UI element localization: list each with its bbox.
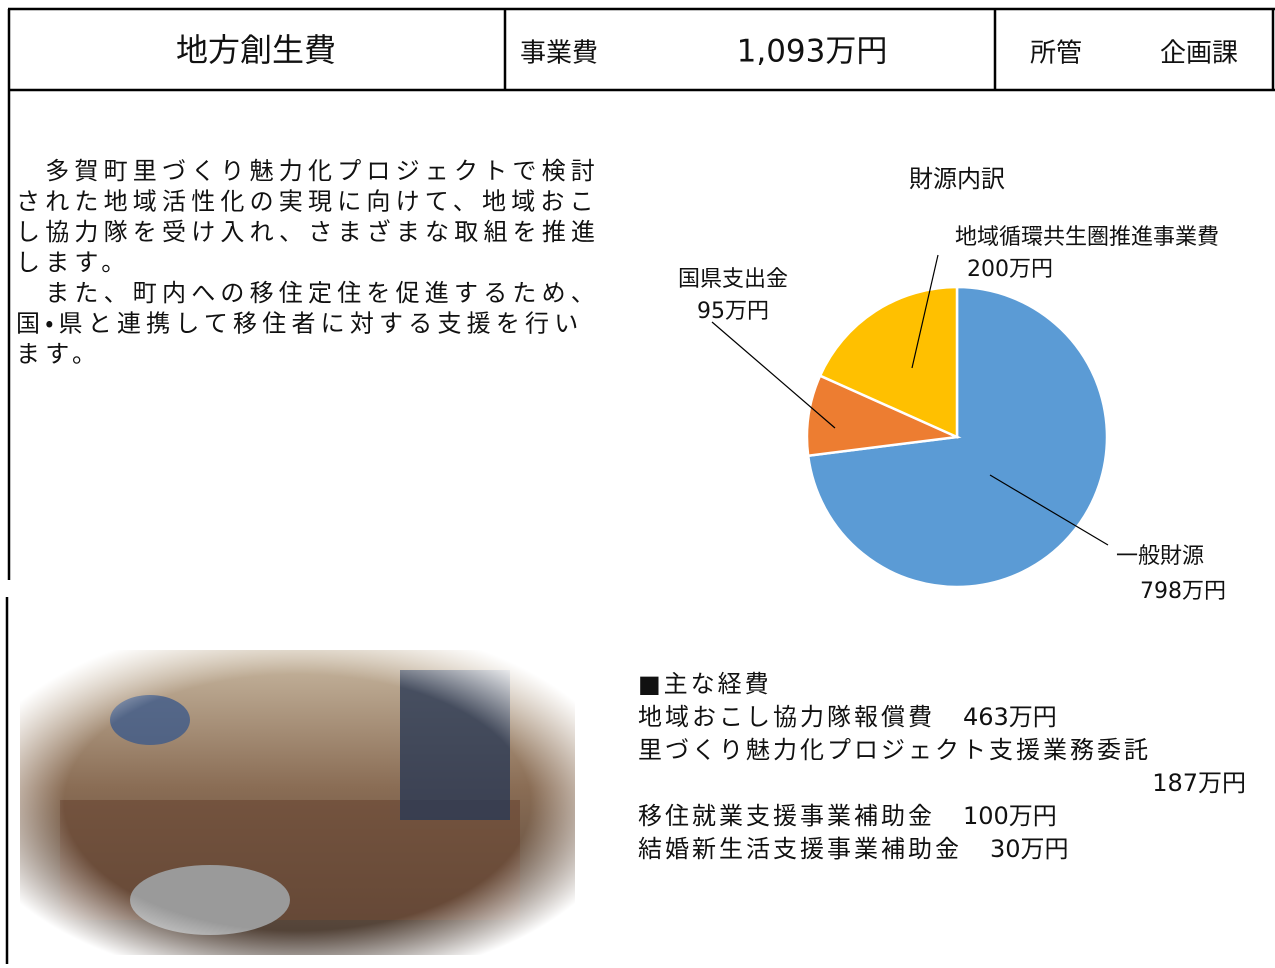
expense-name: 結婚新生活支援事業補助金 [638,835,962,863]
header-title: 地方創生費 [176,31,336,69]
pie-value-label: 200万円 [967,257,1053,282]
description-line: された地域活性化の実現に向けて、地域おこ [16,188,599,216]
pie-label: 地域循環共生圏推進事業費 [955,225,1219,250]
pie-label: 一般財源 [1116,544,1204,569]
page: { "header": { "title": "地方創生費", "cost_la… [0,0,1275,964]
expenses-heading: ■主な経費 [638,670,772,698]
expense-amount: 30万円 [990,835,1069,863]
document: 地方創生費 事業費 1,093万円 所管 企画課 財源内訳 多賀町里づくり魅力化… [0,0,1275,964]
description-line: ます。 [16,340,101,368]
expense-amount: 187万円 [1152,769,1246,797]
expense-name: 里づくり魅力化プロジェクト支援業務委託 [638,736,1151,764]
description-line: します。 [16,249,130,277]
dept: 企画課 [1160,39,1238,69]
description-line: 多賀町里づくり魅力化プロジェクトで検討 [16,157,600,185]
leader-line [712,322,835,428]
expense-amount: 463万円 [963,703,1057,731]
description-line: また、町内への移住定住を促進するため、 [16,279,600,307]
dept-label: 所管 [1030,39,1082,69]
cost: 1,093万円 [737,34,888,70]
pie-value-label: 95万円 [697,299,769,324]
photo-vignette [20,650,575,955]
expense-name: 地域おこし協力隊報償費 [638,703,935,731]
chart-title: 財源内訳 [909,165,1005,193]
cost-label: 事業費 [520,39,598,69]
expense-name: 移住就業支援事業補助金 [638,802,935,830]
photo [20,650,575,955]
expense-amount: 100万円 [963,802,1057,830]
pie-value-label: 798万円 [1140,579,1226,604]
description-line: し協力隊を受け入れ、さまざまな取組を推進 [16,218,600,246]
pie-label: 国県支出金 [678,267,788,292]
description-line: 国・県と連携して移住者に対する支援を行い [16,310,583,338]
